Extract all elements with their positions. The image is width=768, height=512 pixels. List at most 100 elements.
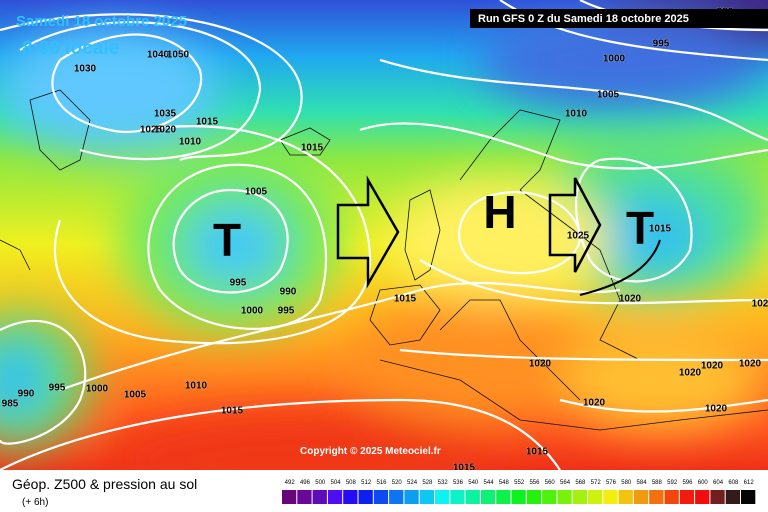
- scale-label: 532: [438, 480, 449, 486]
- isobars: [0, 0, 768, 470]
- scale-label: 540: [468, 480, 479, 486]
- isobar-label: 1005: [124, 390, 147, 401]
- scale-label: 536: [453, 480, 464, 486]
- scale-swatch: [664, 490, 679, 504]
- scale-label: 580: [621, 480, 632, 486]
- scale-label: 560: [545, 480, 556, 486]
- low-pressure-symbol: T: [213, 214, 241, 266]
- isobar-label: 1010: [565, 109, 588, 120]
- scale-label: 544: [484, 480, 495, 486]
- isobar-label: 1020: [679, 368, 702, 379]
- isobar-label: 1000: [86, 384, 109, 395]
- scale-swatch: [297, 490, 312, 504]
- scale-label: 500: [315, 480, 326, 486]
- isobar-label: 1050: [167, 50, 190, 61]
- scale-label: 608: [728, 480, 739, 486]
- scale-swatch: [496, 490, 511, 504]
- scale-swatch: [389, 490, 404, 504]
- scale-label: 548: [499, 480, 510, 486]
- isobar-label: 990: [18, 389, 35, 400]
- isobar-label: 1040: [147, 50, 170, 61]
- isobar-label: 1000: [241, 306, 264, 317]
- scale-swatch: [725, 490, 740, 504]
- isobar-labels: 9801030104010509951000100510351025102010…: [1, 6, 768, 474]
- scale-swatch: [343, 490, 358, 504]
- isobar-label: 995: [653, 39, 670, 50]
- isobar-label: 1020: [529, 359, 552, 370]
- isobar-label: 1030: [74, 64, 97, 75]
- isobar-label: 1015: [394, 294, 417, 305]
- isobar-label: 1020: [619, 294, 642, 305]
- isobar-label: 1025: [140, 125, 163, 136]
- scale-label: 588: [652, 480, 663, 486]
- scale-label: 516: [376, 480, 387, 486]
- scale-swatch: [373, 490, 389, 504]
- scale-swatch: [511, 490, 526, 504]
- isobar-label: 1005: [245, 187, 268, 198]
- scale-label: 596: [682, 480, 693, 486]
- scale-swatch: [526, 490, 542, 504]
- scale-swatch: [312, 490, 327, 504]
- run-banner: [470, 9, 768, 28]
- scale-label: 496: [300, 480, 311, 486]
- scale-swatch: [480, 490, 496, 504]
- isobar-label: 102: [752, 299, 768, 310]
- scale-label: 492: [285, 480, 296, 486]
- scale-swatch: [741, 490, 756, 504]
- scale-swatch: [679, 490, 695, 504]
- coastlines: [0, 89, 768, 431]
- isobar-label: 1005: [597, 90, 620, 101]
- scale-swatch: [282, 490, 297, 504]
- scale-swatch: [465, 490, 480, 504]
- isobar-label: 1015: [649, 224, 672, 235]
- scale-swatch: [450, 490, 465, 504]
- copyright: Copyright © 2025 Meteociel.fr: [300, 446, 441, 457]
- scale-label: 612: [744, 480, 755, 486]
- scale-swatch: [572, 490, 587, 504]
- scale-swatch: [695, 490, 710, 504]
- scale-swatch: [358, 490, 373, 504]
- color-scale: 492 496 500 504 508 512 516 520 524 528 532 536 540 5…: [282, 480, 756, 504]
- scale-label: 528: [422, 480, 433, 486]
- scale-swatch: [327, 490, 343, 504]
- scale-label: 604: [713, 480, 724, 486]
- isobar-label: 995: [49, 383, 66, 394]
- isobar-label: 1015: [221, 406, 244, 417]
- scale-label: 572: [591, 480, 602, 486]
- scale-label: 504: [331, 480, 342, 486]
- isobar-label: 985: [2, 399, 19, 410]
- map-time: 8:00 locale: [22, 38, 119, 59]
- scale-label: 592: [667, 480, 678, 486]
- scale-swatch: [649, 490, 664, 504]
- scale-label: 508: [346, 480, 357, 486]
- scale-swatch: [542, 490, 557, 504]
- isobar-label: 1010: [179, 137, 202, 148]
- scale-label: 524: [407, 480, 418, 486]
- low-pressure-symbol: T: [626, 202, 654, 254]
- isobar-label: 995: [278, 306, 295, 317]
- scale-swatch: [710, 490, 725, 504]
- isobar-label: 995: [230, 278, 247, 289]
- scale-label: 564: [560, 480, 571, 486]
- scale-label: 600: [698, 480, 709, 486]
- map-date: Samedi 18 octobre 2025: [16, 13, 187, 30]
- scale-label: 512: [361, 480, 372, 486]
- isobar-label: 1020: [583, 398, 606, 409]
- scale-label: 576: [606, 480, 617, 486]
- isobar-label: 1035: [154, 109, 177, 120]
- isobar-label: 1020: [701, 361, 724, 372]
- isobar-label: 1010: [185, 381, 208, 392]
- isobar-label: 1015: [526, 447, 549, 458]
- scale-swatch: [435, 490, 450, 504]
- scale-label: 556: [529, 480, 540, 486]
- arrows: [336, 175, 661, 296]
- scale-swatch: [618, 490, 633, 504]
- isobar-label: 1015: [196, 117, 219, 128]
- isobar-label: 1020: [705, 404, 728, 415]
- isobar-label: 1020: [739, 359, 762, 370]
- footer-lead: (+ 6h): [22, 497, 48, 508]
- scale-swatch: [588, 490, 603, 504]
- isobar-label: 1000: [603, 54, 626, 65]
